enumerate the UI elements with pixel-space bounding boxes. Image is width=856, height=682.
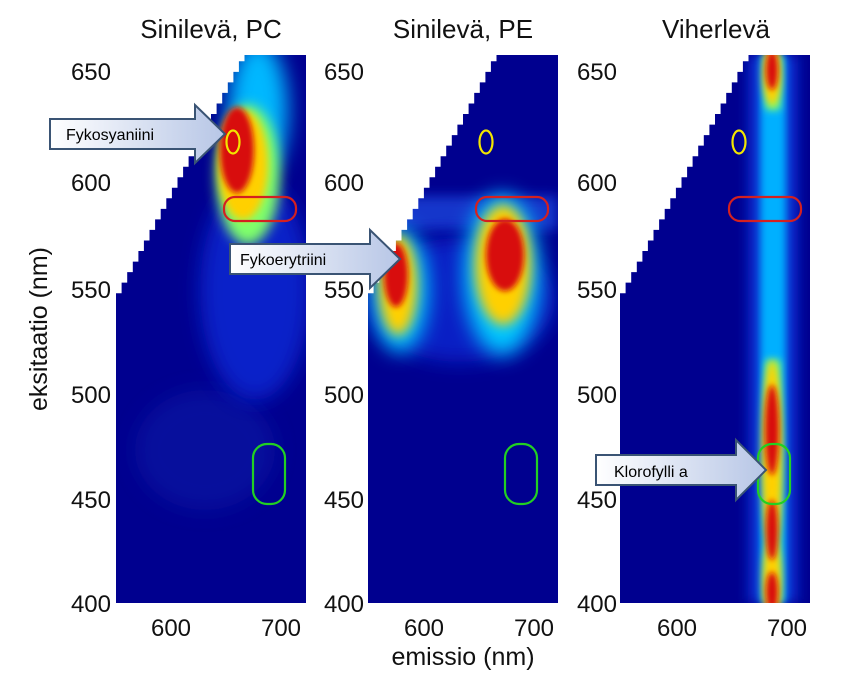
- marker-yellow: [731, 129, 747, 155]
- panel-title-pc: Sinilevä, PC: [140, 14, 282, 44]
- heatmap-haze: [135, 390, 275, 510]
- panel-title-pe: Sinilevä, PE: [393, 14, 533, 44]
- x-tick-label: 700: [261, 615, 301, 642]
- y-tick-label: 550: [71, 277, 111, 304]
- marker-yellow: [225, 129, 241, 155]
- arrow-label-fykoerytriini: Fykoerytriini: [240, 252, 326, 269]
- arrow-fykoerytriini: Fykoerytriini: [229, 227, 402, 291]
- marker-red: [474, 195, 550, 223]
- missing-data-region: [368, 55, 497, 315]
- y-tick-label: 500: [324, 382, 364, 409]
- y-tick-label: 600: [324, 170, 364, 197]
- heatmap-green-algae: [620, 55, 810, 603]
- x-tick-label: 700: [514, 615, 554, 642]
- arrow-shape: [49, 102, 227, 166]
- y-tick-label: 600: [71, 170, 111, 197]
- heatmap-glow: [200, 180, 306, 400]
- y-tick-label: 500: [577, 382, 617, 409]
- marker-red: [727, 195, 803, 223]
- x-tick-label: 600: [657, 615, 697, 642]
- arrow-klorofylli: Klorofylli a: [595, 437, 768, 503]
- y-axis-label: eksitaatio (nm): [25, 247, 53, 411]
- peak-chlorophyll-3: [766, 572, 778, 603]
- x-tick-label: 600: [404, 615, 444, 642]
- y-tick-label: 550: [577, 277, 617, 304]
- arrow-shape: [595, 437, 768, 503]
- y-axis-pe: 650 600 550 500 450 400: [324, 59, 364, 618]
- peak-chlorophyll-4: [766, 55, 778, 90]
- panel-pe: Sinilevä, PE 650 600 550 500 450 400 600…: [324, 14, 558, 642]
- peak-chlorophyll: [765, 385, 779, 475]
- arrow-shape: [229, 227, 402, 291]
- y-axis-green-algae: 650 600 550 500 450 400: [577, 59, 617, 618]
- y-tick-label: 400: [577, 591, 617, 618]
- peak-chlorophyll-2: [766, 500, 778, 560]
- y-tick-label: 400: [71, 591, 111, 618]
- panel-green-algae: Viherlevä 650 600 550 500 450 400: [577, 14, 810, 642]
- arrow-label-fykosyaniini: Fykosyaniini: [66, 127, 154, 144]
- y-tick-label: 500: [71, 382, 111, 409]
- peak-phycoerythrin-2: [486, 219, 524, 291]
- x-tick-label: 700: [767, 615, 807, 642]
- y-tick-label: 450: [324, 487, 364, 514]
- x-tick-label: 600: [151, 615, 191, 642]
- arrow-label-klorofylli: Klorofylli a: [614, 464, 688, 481]
- y-tick-label: 650: [577, 59, 617, 86]
- heatmap-pe: [368, 55, 558, 603]
- y-tick-label: 550: [324, 277, 364, 304]
- marker-yellow: [478, 129, 494, 155]
- arrow-fykosyaniini: Fykosyaniini: [49, 102, 227, 166]
- y-tick-label: 650: [71, 59, 111, 86]
- y-tick-label: 600: [577, 170, 617, 197]
- y-tick-label: 450: [71, 487, 111, 514]
- marker-green: [503, 442, 539, 506]
- missing-data-region: [620, 55, 749, 315]
- marker-red: [222, 195, 298, 223]
- y-axis-pc: 650 600 550 500 450 400: [71, 59, 111, 618]
- y-tick-label: 400: [324, 591, 364, 618]
- x-axis-label: emissio (nm): [391, 643, 534, 671]
- panel-pc: Sinilevä, PC 650 600 550 500 450 400 600…: [71, 14, 306, 642]
- marker-green: [251, 442, 287, 506]
- panel-title-green-algae: Viherlevä: [662, 14, 770, 44]
- y-tick-label: 650: [324, 59, 364, 86]
- y-tick-label: 450: [577, 487, 617, 514]
